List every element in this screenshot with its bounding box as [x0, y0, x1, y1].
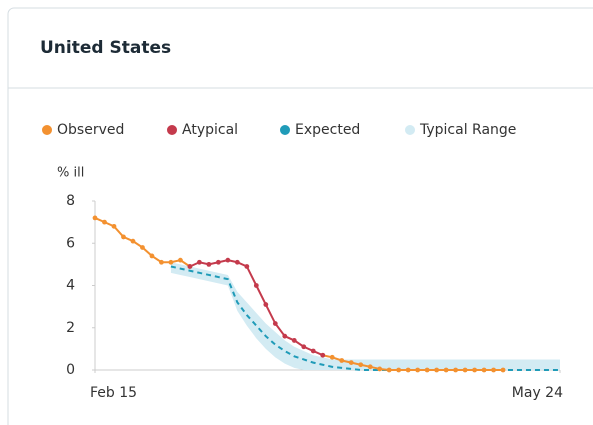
expected-line: [170, 265, 560, 371]
card-border: [7, 7, 593, 425]
data-point: [491, 367, 496, 373]
data-point: [377, 366, 383, 372]
data-point: [339, 358, 345, 363]
data-point: [140, 245, 145, 250]
legend-label: Expected: [295, 122, 360, 138]
data-point: [130, 238, 136, 244]
data-point: [234, 259, 240, 265]
data-point: [310, 348, 316, 354]
data-point: [187, 264, 193, 269]
data-point: [244, 264, 250, 269]
data-point: [168, 259, 174, 265]
legend: Observed Atypical Expected Typical Range: [42, 122, 516, 138]
data-point: [320, 352, 326, 358]
y-tick-label: 4: [66, 278, 75, 294]
data-point: [102, 219, 107, 225]
legend-swatch: [280, 125, 290, 135]
legend-swatch: [167, 125, 177, 135]
y-tick-label: 8: [66, 193, 75, 209]
data-point: [253, 283, 259, 288]
data-point: [225, 257, 231, 263]
data-point: [500, 367, 506, 373]
data-point: [92, 215, 98, 221]
legend-swatch: [42, 125, 52, 135]
data-point: [434, 367, 440, 373]
data-point: [348, 360, 354, 366]
data-point: [415, 367, 421, 373]
y-tick-label: 0: [66, 362, 75, 378]
data-point: [443, 367, 449, 373]
data-point: [481, 367, 487, 373]
typical-range-band: [170, 262, 560, 370]
data-point: [405, 367, 411, 373]
data-point: [159, 259, 164, 265]
x-tick-label: May 24: [512, 385, 563, 401]
legend-swatch: [405, 125, 415, 135]
data-point: [301, 344, 307, 350]
data-point: [329, 354, 335, 360]
data-point: [472, 367, 477, 373]
data-point: [386, 367, 392, 373]
data-point: [291, 338, 297, 343]
card-title: United States: [40, 38, 171, 58]
y-tick-label: 2: [66, 320, 75, 336]
data-point: [453, 367, 459, 373]
data-point: [282, 333, 288, 339]
legend-label: Typical Range: [419, 122, 516, 138]
x-tick-label: Feb 15: [90, 385, 137, 401]
data-point: [149, 253, 155, 259]
data-point: [424, 367, 430, 373]
legend-label: Observed: [57, 122, 124, 138]
data-point: [111, 223, 117, 229]
data-point: [367, 364, 373, 370]
legend-label: Atypical: [182, 122, 238, 138]
y-tick-label: 6: [66, 235, 75, 251]
data-point: [272, 321, 278, 326]
data-point: [215, 259, 221, 265]
data-point: [121, 234, 126, 240]
data-point: [206, 261, 212, 267]
data-point: [396, 367, 402, 373]
data-point: [178, 257, 183, 263]
data-point: [196, 259, 202, 265]
data-point: [263, 302, 269, 307]
plot: 0 2 4 6 8 Feb 15 May 24: [66, 193, 563, 401]
data-point: [358, 362, 364, 368]
y-axis-label: % ill: [57, 166, 84, 181]
data-point: [462, 367, 468, 373]
